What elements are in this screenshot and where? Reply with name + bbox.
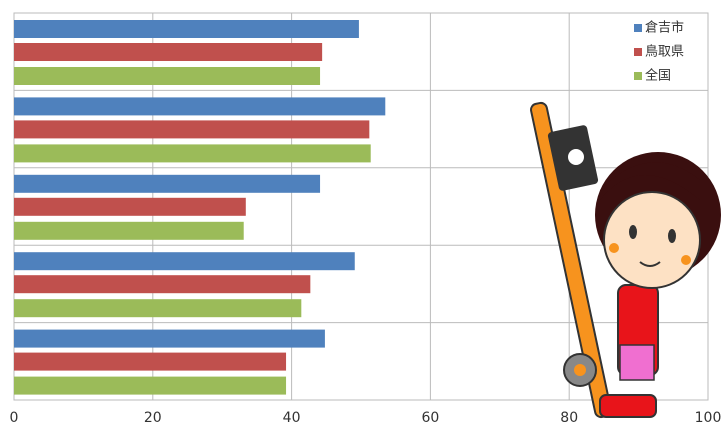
legend-label: 倉吉市 xyxy=(645,20,684,36)
legend-swatch xyxy=(634,72,642,80)
bar xyxy=(14,221,244,240)
legend-label: 鳥取県 xyxy=(645,45,684,60)
bar xyxy=(14,120,370,139)
legend-label: 全国 xyxy=(645,68,671,84)
bar xyxy=(14,299,302,318)
decoration xyxy=(530,101,721,419)
bar xyxy=(14,97,386,116)
bar xyxy=(14,329,325,348)
legend-swatch xyxy=(634,24,642,32)
bar xyxy=(14,352,287,371)
x-tick-label: 20 xyxy=(144,410,162,426)
bar xyxy=(14,252,355,271)
legend-swatch xyxy=(634,48,642,56)
bar xyxy=(14,144,371,163)
x-tick-label: 100 xyxy=(695,410,722,426)
bar xyxy=(14,376,287,395)
bar xyxy=(14,174,321,193)
bar xyxy=(14,197,246,216)
x-tick-label: 60 xyxy=(421,410,439,426)
x-tick-label: 0 xyxy=(10,410,19,426)
bar xyxy=(14,67,321,85)
bar xyxy=(14,275,311,294)
x-tick-label: 40 xyxy=(283,410,301,426)
bar xyxy=(14,43,323,61)
bar xyxy=(14,20,359,38)
x-tick-label: 80 xyxy=(560,410,578,426)
